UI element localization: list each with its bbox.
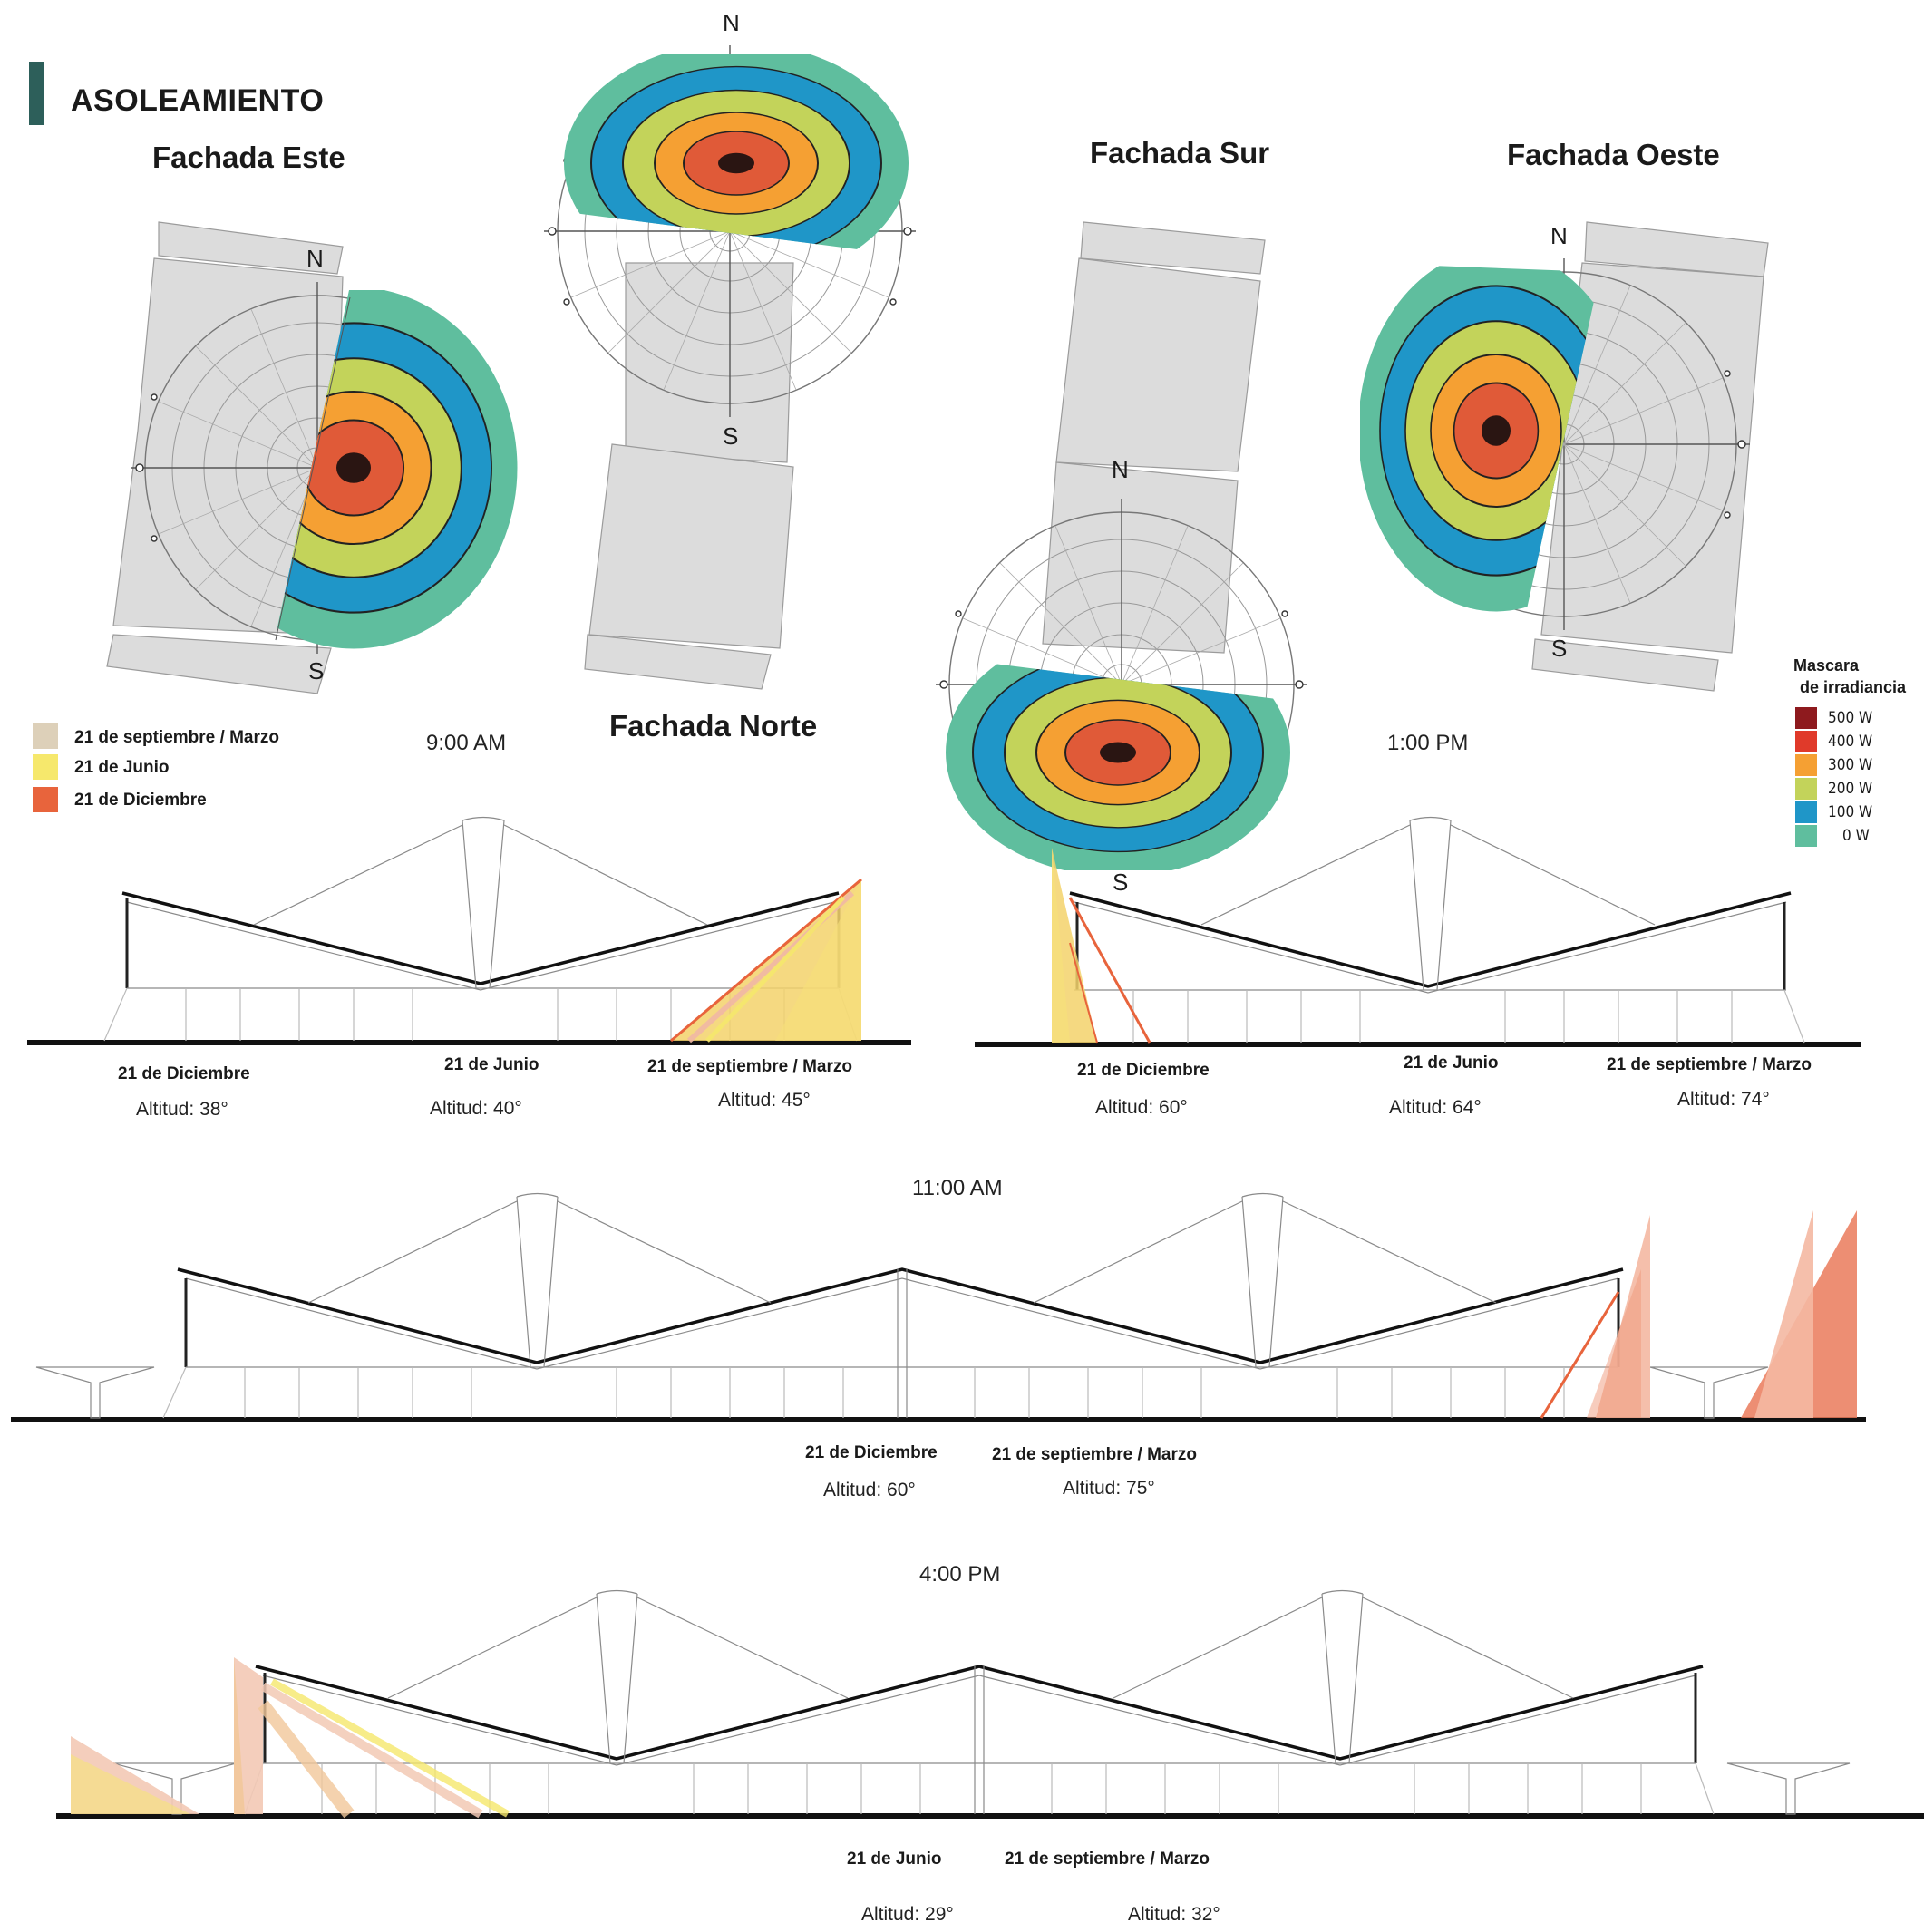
section-1pm	[975, 816, 1861, 1047]
plan-sur	[1042, 221, 1266, 654]
irradiance-label-300: 300 W	[1828, 756, 1873, 774]
legend-swatch-junio	[33, 754, 58, 780]
compass-s-este: S	[308, 657, 325, 684]
caption-11am-diciembre-alt: Altitud: 60°	[823, 1480, 916, 1500]
irradiance-legend-title-2: de irradiancia	[1800, 678, 1907, 696]
caption-4pm-junio-alt: Altitud: 29°	[861, 1904, 954, 1925]
time-4pm: 4:00 PM	[919, 1562, 1001, 1587]
caption-9am-junio-alt: Altitud: 40°	[430, 1098, 522, 1119]
compass-s-oeste: S	[1551, 635, 1568, 662]
irradiance-label-0: 0 W	[1842, 827, 1870, 845]
compass-s-sur: S	[1113, 869, 1129, 896]
compass-n-sur: N	[1112, 456, 1129, 483]
irradiance-swatch-0	[1795, 825, 1817, 847]
irradiance-swatch-100	[1795, 801, 1817, 823]
compass-n-este: N	[306, 245, 324, 272]
compass-n-oeste: N	[1550, 222, 1568, 249]
irradiance-label-200: 200 W	[1828, 780, 1873, 798]
sun-rays-1pm	[1052, 848, 1151, 1044]
caption-11am-diciembre-date: 21 de Diciembre	[805, 1443, 938, 1462]
caption-4pm-septiembre-date: 21 de septiembre / Marzo	[1005, 1849, 1210, 1869]
irradiance-mask-sur	[945, 657, 1291, 870]
facade-title-este: Fachada Este	[152, 141, 345, 174]
caption-9am-septiembre-alt: Altitud: 45°	[718, 1090, 811, 1111]
irradiance-mask-norte	[563, 54, 909, 256]
section-11am	[11, 1192, 1866, 1422]
plan-norte	[584, 262, 794, 690]
compass-s-norte: S	[723, 422, 739, 450]
caption-11am-septiembre-date: 21 de septiembre / Marzo	[992, 1445, 1197, 1464]
title-accent-bar	[29, 62, 44, 125]
caption-1pm-diciembre-date: 21 de Diciembre	[1077, 1061, 1210, 1080]
section-4pm	[56, 1589, 1924, 1819]
irradiance-label-100: 100 W	[1828, 803, 1873, 821]
page-title: ASOLEAMIENTO	[71, 83, 325, 118]
time-9am: 9:00 AM	[426, 731, 507, 755]
section-9am	[27, 816, 911, 1045]
caption-9am-diciembre-date: 21 de Diciembre	[118, 1064, 250, 1083]
irradiance-label-400: 400 W	[1828, 733, 1873, 751]
caption-1pm-septiembre-alt: Altitud: 74°	[1677, 1089, 1770, 1110]
plan-este	[106, 221, 344, 694]
irradiance-swatch-300	[1795, 754, 1817, 776]
plan-oeste	[1531, 221, 1769, 692]
legend-swatch-diciembre	[33, 787, 58, 812]
caption-1pm-junio-alt: Altitud: 64°	[1389, 1097, 1482, 1118]
caption-1pm-diciembre-alt: Altitud: 60°	[1095, 1097, 1188, 1118]
irradiance-legend-title-1: Mascara	[1793, 656, 1860, 675]
irradiance-swatch-400	[1795, 731, 1817, 752]
time-11am: 11:00 AM	[912, 1176, 1003, 1200]
caption-1pm-septiembre-date: 21 de septiembre / Marzo	[1607, 1055, 1812, 1074]
legend-swatch-septiembre	[33, 723, 58, 749]
irradiance-swatch-200	[1795, 778, 1817, 800]
caption-4pm-junio-date: 21 de Junio	[847, 1849, 942, 1869]
time-1pm: 1:00 PM	[1387, 731, 1469, 755]
caption-4pm-septiembre-alt: Altitud: 32°	[1128, 1904, 1220, 1925]
irradiance-label-500: 500 W	[1828, 709, 1873, 727]
caption-9am-septiembre-date: 21 de septiembre / Marzo	[647, 1057, 852, 1076]
sun-rays-4pm	[71, 1657, 510, 1819]
caption-9am-junio-date: 21 de Junio	[444, 1055, 539, 1074]
caption-11am-septiembre-alt: Altitud: 75°	[1063, 1478, 1155, 1499]
legend-label-septiembre: 21 de septiembre / Marzo	[74, 728, 279, 747]
legend-label-junio: 21 de Junio	[74, 758, 170, 777]
facade-title-norte: Fachada Norte	[609, 709, 818, 743]
facade-title-oeste: Fachada Oeste	[1507, 138, 1720, 171]
facade-title-sur: Fachada Sur	[1090, 136, 1270, 170]
irradiance-swatch-500	[1795, 707, 1817, 729]
sun-rays-11am	[1540, 1210, 1857, 1419]
caption-1pm-junio-date: 21 de Junio	[1404, 1053, 1499, 1073]
legend-label-diciembre: 21 de Diciembre	[74, 791, 207, 810]
caption-9am-diciembre-alt: Altitud: 38°	[136, 1099, 228, 1120]
sun-rays-9am	[670, 878, 862, 1044]
compass-n-norte: N	[723, 9, 740, 36]
